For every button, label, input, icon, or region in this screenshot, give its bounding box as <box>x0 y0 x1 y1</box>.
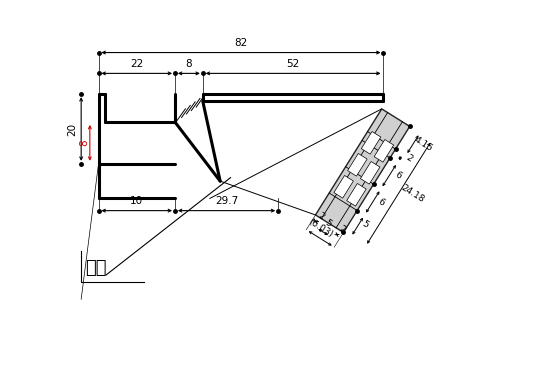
Polygon shape <box>361 161 380 184</box>
Text: (6.03): (6.03) <box>306 217 334 239</box>
Text: 52: 52 <box>287 59 300 69</box>
Text: 4.15: 4.15 <box>413 135 434 153</box>
Text: 2: 2 <box>338 224 347 235</box>
Polygon shape <box>334 176 353 198</box>
Text: 2: 2 <box>316 211 326 222</box>
Text: 8: 8 <box>186 59 192 69</box>
Text: 軟質: 軟質 <box>84 259 106 277</box>
Text: 5: 5 <box>360 219 369 230</box>
Text: 6: 6 <box>393 170 403 181</box>
Text: 24.18: 24.18 <box>399 183 426 204</box>
Polygon shape <box>374 140 393 162</box>
Text: 8: 8 <box>79 140 89 146</box>
Text: 29.7: 29.7 <box>215 197 238 206</box>
Polygon shape <box>316 109 410 232</box>
Text: 82: 82 <box>235 38 248 48</box>
Text: 6: 6 <box>376 197 386 207</box>
Text: 5: 5 <box>323 218 333 229</box>
Text: 20: 20 <box>68 122 78 136</box>
Text: 10: 10 <box>130 197 144 206</box>
Polygon shape <box>361 131 381 154</box>
Text: 2: 2 <box>404 153 414 163</box>
Polygon shape <box>347 154 367 176</box>
Text: 22: 22 <box>130 59 144 69</box>
Polygon shape <box>347 183 366 206</box>
